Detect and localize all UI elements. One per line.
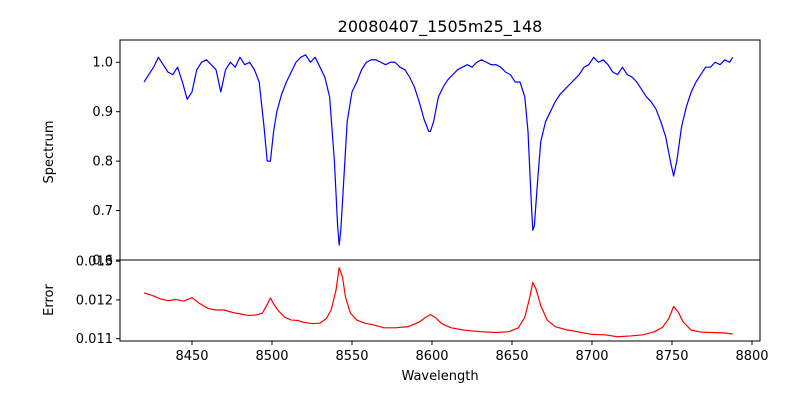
y-tick-label: 0.7 xyxy=(92,204,113,219)
spectrum-line xyxy=(143,54,734,246)
x-tick-label: 8550 xyxy=(335,349,368,364)
spectrum-y-axis-label: Spectrum xyxy=(42,121,57,184)
x-tick-label: 8800 xyxy=(735,349,768,364)
error-axes: 0.011 0.012 0.013 8450 8500 8550 8600 8650 8700… xyxy=(42,255,769,384)
error-y-ticks: 0.011 0.012 0.013 xyxy=(76,255,120,347)
error-y-axis-label: Error xyxy=(42,284,57,316)
y-tick-label: 0.012 xyxy=(76,293,113,308)
spectrum-y-ticks: 0.6 0.7 0.8 0.9 1.0 xyxy=(92,56,120,269)
x-tick-label: 8500 xyxy=(255,349,288,364)
error-series-layer xyxy=(143,267,733,338)
error-line xyxy=(143,267,733,338)
spectrum-series-layer xyxy=(143,54,734,246)
y-tick-label: 0.013 xyxy=(76,255,113,270)
y-tick-label: 0.6 xyxy=(92,254,113,269)
chart-title: 20080407_1505m25_148 xyxy=(338,17,543,37)
y-tick-label: 0.9 xyxy=(92,105,113,120)
x-tick-label: 8450 xyxy=(175,349,208,364)
x-axis-label: Wavelength xyxy=(401,369,478,384)
spectrum-axes-frame xyxy=(119,39,761,261)
x-tick-label: 8750 xyxy=(655,349,688,364)
y-tick-label: 0.011 xyxy=(76,332,113,347)
x-tick-label: 8700 xyxy=(575,349,608,364)
y-tick-label: 0.8 xyxy=(92,155,113,170)
error-x-ticks: 8450 8500 8550 8600 8650 8700 8750 8800 xyxy=(175,341,769,364)
y-tick-label: 1.0 xyxy=(92,56,113,71)
x-tick-label: 8650 xyxy=(495,349,528,364)
error-axes-frame xyxy=(119,259,761,342)
x-tick-label: 8600 xyxy=(415,349,448,364)
spectrum-axes: 0.6 0.7 0.8 0.9 1.0 Spectrum xyxy=(42,39,761,269)
